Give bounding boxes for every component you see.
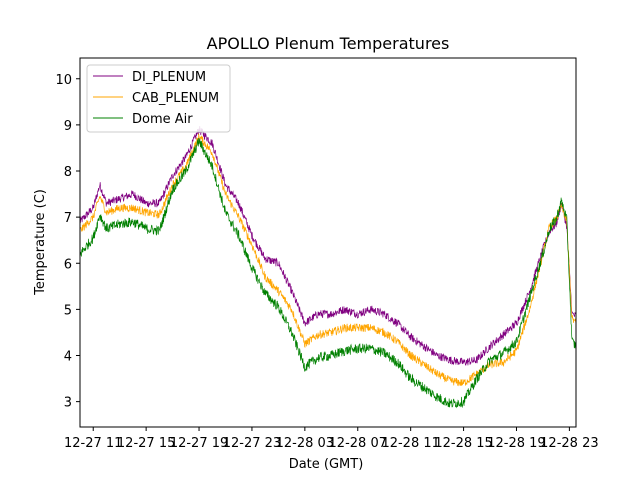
x-tick-label: 12-28 11 bbox=[381, 436, 439, 451]
y-tick-label: 7 bbox=[64, 211, 72, 226]
legend-box bbox=[86, 64, 231, 133]
x-tick-label: 12-28 15 bbox=[434, 436, 492, 451]
series-layer bbox=[79, 126, 577, 409]
x-tick-label: 12-27 15 bbox=[117, 436, 175, 451]
legend-label-1: DI_PLENUM bbox=[132, 70, 206, 85]
x-tick-label: 12-28 07 bbox=[329, 436, 387, 451]
x-tick-label: 12-27 11 bbox=[64, 436, 122, 451]
plot-frame bbox=[79, 57, 577, 428]
y-tick-label: 8 bbox=[64, 165, 72, 180]
legend-label-3: Dome Air bbox=[132, 112, 193, 127]
y-tick-label: 3 bbox=[64, 396, 72, 411]
x-tick-label: 12-28 19 bbox=[487, 436, 545, 451]
y-tick-label: 6 bbox=[64, 257, 72, 272]
y-axis-ticks: 3 4 5 6 7 8 9 10 bbox=[55, 73, 80, 411]
series-line-1 bbox=[79, 126, 577, 366]
x-tick-label: 12-28 23 bbox=[540, 436, 598, 451]
y-tick-label: 10 bbox=[55, 73, 72, 88]
series-line-2 bbox=[79, 133, 577, 387]
y-tick-label: 5 bbox=[64, 303, 72, 318]
x-tick-label: 12-27 23 bbox=[223, 436, 281, 451]
chart-title: APOLLO Plenum Temperatures bbox=[207, 34, 450, 53]
y-tick-label: 4 bbox=[64, 350, 72, 365]
y-tick-label: 9 bbox=[64, 119, 72, 134]
series-line-3 bbox=[79, 137, 577, 409]
y-axis-label: Temperature (C) bbox=[33, 189, 48, 296]
x-tick-label: 12-28 03 bbox=[276, 436, 334, 451]
legend: DI_PLENUM CAB_PLENUM Dome Air bbox=[86, 64, 231, 133]
x-tick-label: 12-27 19 bbox=[170, 436, 228, 451]
x-axis-label: Date (GMT) bbox=[289, 457, 364, 472]
legend-label-2: CAB_PLENUM bbox=[132, 91, 219, 106]
